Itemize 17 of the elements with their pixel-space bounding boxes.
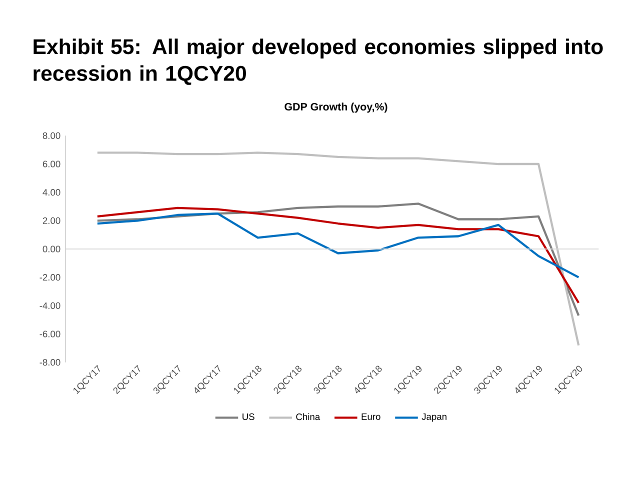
line-series [96,152,580,346]
legend-label: US [242,413,254,420]
legend-label: Japan [422,413,446,422]
y-tick-label: 4.00 [42,189,60,196]
y-tick-label: 0.00 [42,246,60,252]
y-tick-label: 8.00 [42,132,60,139]
y-tick-label: -2.00 [40,274,60,281]
chart-title: Exhibit 55: All major developed economies slipped into recession in 1QCY20 [34,38,603,85]
y-tick-label: -8.00 [40,359,60,366]
y-tick-label: 6.00 [42,160,60,168]
chart-subtitle: GDP Growth (yoy,%) [284,102,388,113]
line-series [96,212,580,278]
legend-label: Euro [362,413,380,420]
y-tick-label: 2.00 [42,217,60,224]
y-tick-label: -6.00 [40,330,60,338]
y-tick-label: -4.00 [40,302,60,309]
legend-label: China [296,413,320,420]
